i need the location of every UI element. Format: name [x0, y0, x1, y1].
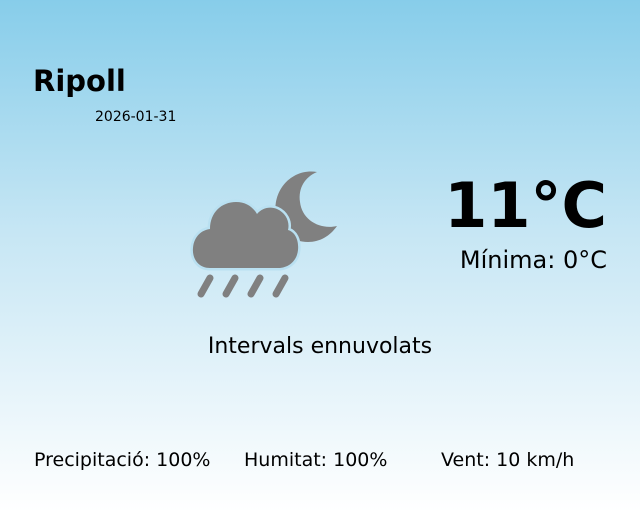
forecast-date: 2026-01-31 [95, 109, 177, 125]
cloud-icon [190, 199, 301, 271]
humidity-stat: Humitat: 100% [244, 449, 388, 471]
night-cloud-rain-icon [190, 171, 337, 298]
current-temperature: 11°C [444, 169, 607, 242]
minimum-temperature: Mínima: 0°C [459, 246, 607, 274]
wind-stat: Vent: 10 km/h [441, 449, 575, 471]
rain-icon [197, 274, 289, 298]
city-name: Ripoll [33, 64, 126, 98]
precipitation-stat: Precipitació: 100% [34, 449, 211, 471]
weather-description: Intervals ennuvolats [207, 334, 433, 359]
